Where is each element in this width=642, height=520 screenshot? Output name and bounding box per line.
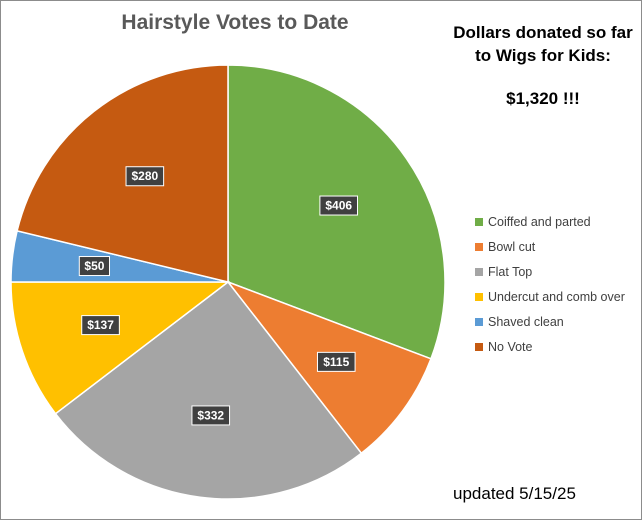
data-label-box <box>191 405 231 426</box>
data-label: $50 <box>78 256 111 277</box>
legend-swatch <box>475 342 483 351</box>
legend-swatch <box>475 217 483 226</box>
data-label: $280 <box>125 166 165 187</box>
data-label-text: $332 <box>197 408 224 422</box>
legend-label: Coiffed and parted <box>488 214 591 229</box>
legend-item: Shaved clean <box>475 309 625 334</box>
legend-item: Undercut and comb over <box>475 284 625 309</box>
legend-swatch <box>475 292 483 301</box>
data-label-box <box>78 256 111 277</box>
data-label-text: $50 <box>84 259 104 273</box>
legend-label: Shaved clean <box>488 314 564 329</box>
data-label: $332 <box>191 405 231 426</box>
data-label: $115 <box>316 351 356 372</box>
pie-data-labels: $406 $115 $332 $137 $50 $280 <box>78 166 358 426</box>
legend-label: Bowl cut <box>488 239 536 254</box>
data-label-box <box>81 315 120 336</box>
pie-slice-flat-top <box>54 280 363 500</box>
data-label-text: $280 <box>131 169 158 183</box>
legend-item: Bowl cut <box>475 234 625 259</box>
data-label-text: $115 <box>323 355 349 369</box>
data-label: $406 <box>319 195 358 216</box>
legend-label: No Vote <box>488 339 533 354</box>
legend-label: Undercut and comb over <box>488 289 625 304</box>
chart-title: Hairstyle Votes to Date <box>121 11 349 34</box>
data-label-box <box>319 195 358 216</box>
data-label: $137 <box>81 315 120 336</box>
update-note: updated 5/15/25 <box>453 484 576 503</box>
pie-slice-no-vote <box>16 64 229 283</box>
legend-label: Flat Top <box>488 264 533 279</box>
donation-total: $1,320 !!! <box>506 89 580 108</box>
pie-slices <box>10 64 446 500</box>
legend-item: Coiffed and parted <box>475 209 625 234</box>
data-label-text: $406 <box>325 199 352 213</box>
legend-item: No Vote <box>475 334 625 359</box>
data-label-box <box>316 351 356 372</box>
legend-swatch <box>475 242 483 251</box>
legend-swatch <box>475 267 483 276</box>
legend-item: Flat Top <box>475 259 625 284</box>
donation-heading: Dollars donated so far to Wigs for Kids: <box>453 23 633 65</box>
pie-slice-undercut-and-comb-over <box>10 281 231 415</box>
chart-legend: Coiffed and parted Bowl cut Flat Top Underc… <box>475 209 625 359</box>
data-label-box <box>125 166 165 187</box>
legend-swatch <box>475 317 483 326</box>
data-label-text: $137 <box>87 318 114 332</box>
